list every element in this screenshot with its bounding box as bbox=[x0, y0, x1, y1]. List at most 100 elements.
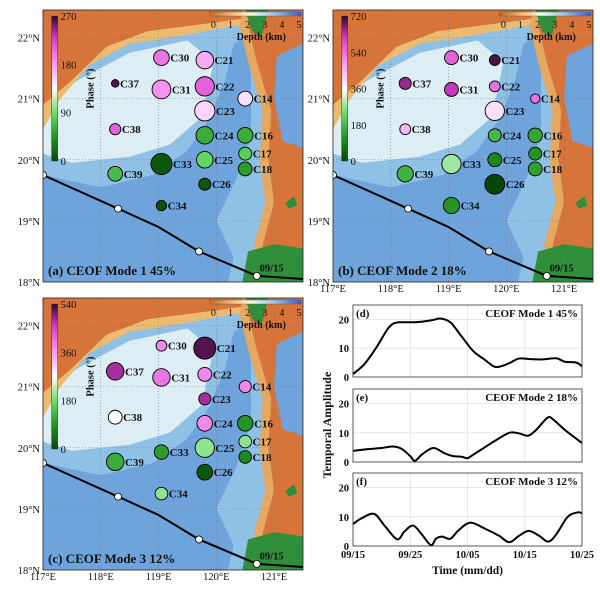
station-c25: C25 bbox=[194, 437, 235, 458]
lon-tick-label: 119°E bbox=[146, 572, 172, 583]
plot-frame bbox=[352, 472, 583, 547]
bathymetry-region bbox=[535, 10, 559, 38]
station-c16: C16 bbox=[236, 127, 274, 144]
station-c14: C14 bbox=[237, 90, 273, 107]
lat-tick-label: 19°N bbox=[308, 217, 331, 228]
typhoon-track bbox=[43, 459, 303, 568]
station-c18: C18 bbox=[527, 161, 563, 177]
track-line bbox=[43, 174, 303, 280]
station-label: C37 bbox=[120, 78, 139, 90]
station-c17: C17 bbox=[238, 434, 272, 449]
station-c33: C33 bbox=[153, 444, 189, 460]
station-c21: C21 bbox=[488, 54, 520, 67]
station-label: C14 bbox=[252, 382, 271, 394]
x-axis-label: Time (mm/dd) bbox=[432, 565, 503, 577]
track-marker bbox=[43, 459, 47, 467]
time-series-panels: 0 10 20 (d) CEOF Mode 1 45% 0 10 20 (e) CEOF Mode… bbox=[320, 304, 594, 577]
station-c34: C34 bbox=[442, 197, 480, 215]
x-tick-label: 10/05 bbox=[456, 550, 480, 561]
station-marker bbox=[236, 415, 254, 432]
station-c24: C24 bbox=[487, 128, 522, 143]
station-marker bbox=[198, 392, 212, 406]
station-label: C21 bbox=[501, 55, 520, 67]
typhoon-track bbox=[43, 171, 303, 280]
station-label: C34 bbox=[168, 201, 187, 213]
station-c14: C14 bbox=[238, 380, 272, 394]
depth-colorbar-label: Depth (km) bbox=[237, 32, 286, 43]
station-label: C14 bbox=[541, 94, 560, 106]
track-line bbox=[43, 462, 303, 568]
station-marker bbox=[151, 79, 172, 100]
depth-tick-label: 3 bbox=[262, 20, 267, 31]
station-c38: C38 bbox=[399, 123, 431, 136]
typhoon-track bbox=[333, 171, 593, 280]
station-label: C18 bbox=[543, 164, 562, 176]
bathymetry-region bbox=[245, 10, 269, 38]
depth-tick-label: 0 bbox=[211, 308, 216, 319]
bathymetry-region bbox=[333, 40, 504, 163]
phase-tick-label: 180 bbox=[351, 121, 367, 132]
station-c31: C31 bbox=[152, 368, 190, 387]
station-c22: C22 bbox=[194, 76, 235, 97]
map-panel-b: 09/15 C30 C21 C37 C31 C22 C14 C23 C38 C24 C16 C17 C3… bbox=[308, 9, 594, 295]
depth-tick-label: 4 bbox=[569, 20, 574, 31]
depth-tick-label: 5 bbox=[587, 20, 592, 31]
phase-axis-label: Phase (°) bbox=[375, 68, 386, 109]
lat-tick-label: 21°N bbox=[308, 95, 331, 106]
station-c33: C33 bbox=[441, 153, 482, 175]
depth-tick-label: 0 bbox=[501, 20, 506, 31]
station-c24: C24 bbox=[195, 126, 234, 145]
phase-tick-label: 720 bbox=[351, 12, 367, 23]
time-series-panel-f: 0 10 20 (f) CEOF Mode 3 12% bbox=[339, 472, 583, 553]
station-c25: C25 bbox=[487, 152, 522, 168]
map-frame bbox=[42, 297, 304, 571]
track-marker bbox=[114, 492, 123, 501]
lat-tick-label: 22°N bbox=[18, 322, 41, 333]
station-marker bbox=[153, 49, 170, 66]
panel-title: CEOF Mode 2 18% bbox=[485, 392, 578, 404]
station-marker bbox=[195, 126, 214, 145]
bathymetry-background bbox=[43, 298, 303, 570]
phase-tick-label: 360 bbox=[61, 348, 77, 359]
lon-tick-label: 121°E bbox=[551, 284, 577, 295]
y-tick-label: 10 bbox=[339, 344, 350, 355]
station-marker bbox=[487, 128, 502, 143]
lon-tick-label: 118°E bbox=[88, 572, 114, 583]
depth-tick-label: 0 bbox=[211, 20, 216, 31]
station-label: C33 bbox=[462, 159, 481, 171]
lat-tick-label: 20°N bbox=[18, 444, 41, 455]
station-marker bbox=[195, 50, 214, 70]
station-marker bbox=[152, 368, 171, 387]
station-c25: C25 bbox=[196, 151, 234, 169]
station-label: C23 bbox=[212, 394, 231, 406]
station-label: C38 bbox=[123, 412, 142, 424]
lat-tick-label: 19°N bbox=[18, 217, 41, 228]
bathymetry-region bbox=[43, 40, 214, 163]
station-label: C23 bbox=[216, 106, 235, 118]
phase-tick-label: 540 bbox=[61, 300, 77, 311]
station-marker bbox=[488, 80, 501, 93]
map-frame bbox=[332, 9, 594, 283]
station-marker bbox=[488, 54, 501, 66]
track-marker bbox=[333, 171, 337, 179]
station-c18: C18 bbox=[238, 450, 272, 464]
station-label: C38 bbox=[412, 124, 431, 136]
station-label: C38 bbox=[122, 124, 141, 136]
station-label: C37 bbox=[125, 366, 144, 378]
station-c23: C23 bbox=[198, 392, 231, 406]
station-label: C24 bbox=[502, 130, 521, 142]
y-tick-label: 10 bbox=[339, 429, 350, 440]
station-c39: C39 bbox=[106, 452, 144, 472]
track-date-label: 09/15 bbox=[260, 264, 284, 275]
station-marker bbox=[196, 463, 214, 481]
depth-tick-label: 2 bbox=[245, 308, 250, 319]
station-c31: C31 bbox=[151, 79, 191, 100]
depth-colorbar bbox=[209, 11, 302, 17]
station-c17: C17 bbox=[238, 146, 272, 161]
station-c30: C30 bbox=[155, 339, 187, 353]
phase-axis-label: Phase (°) bbox=[85, 356, 96, 397]
station-marker bbox=[396, 165, 414, 183]
station-c39: C39 bbox=[107, 165, 143, 182]
station-c26: C26 bbox=[484, 173, 525, 195]
x-tick-label: 09/25 bbox=[398, 550, 422, 561]
